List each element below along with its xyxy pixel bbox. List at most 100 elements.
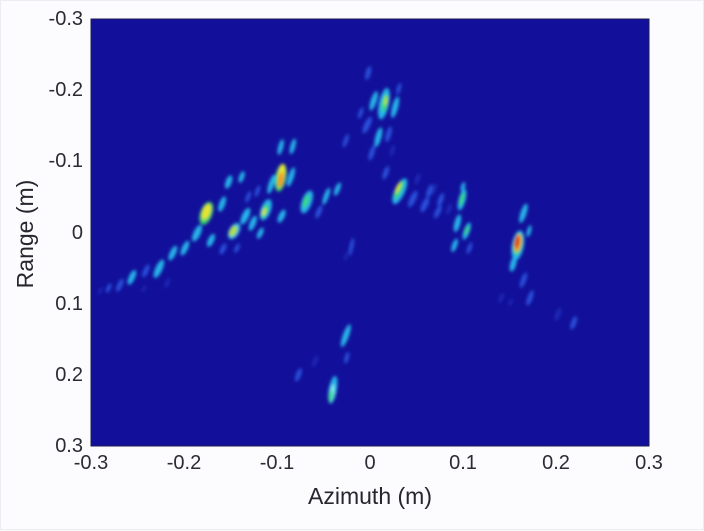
- x-axis-title: Azimuth (m): [308, 483, 432, 509]
- sar-scatterer: [348, 237, 355, 256]
- sar-scatterer: [385, 126, 392, 143]
- sar-scatterer: [344, 252, 348, 261]
- sar-scatterer: [514, 235, 520, 249]
- sar-scatterer: [277, 171, 284, 188]
- sar-scatterer: [526, 290, 534, 306]
- sar-scatterer: [344, 351, 350, 364]
- sar-scatterer: [374, 127, 383, 147]
- y-tick-label: 0.1: [55, 292, 83, 315]
- x-tick-label: 0.2: [542, 452, 570, 474]
- sar-scatterer: [420, 197, 430, 213]
- sar-scatterer: [466, 242, 473, 254]
- sar-scatterer: [431, 183, 437, 195]
- sar-scatterer: [464, 225, 470, 236]
- sar-scatterer: [312, 355, 318, 367]
- sar-scatterer: [362, 116, 372, 134]
- sar-scatterer: [224, 175, 233, 189]
- sar-scatterer: [240, 207, 251, 225]
- sar-scatterer: [256, 227, 264, 239]
- sar-scatterer: [153, 259, 165, 278]
- sar-scatterer: [286, 167, 296, 187]
- sar-scatterer: [383, 95, 388, 106]
- sar-scatterer: [408, 190, 418, 208]
- plot-background: [91, 19, 649, 446]
- sar-scatterer: [245, 191, 251, 203]
- sar-scatterer: [164, 278, 171, 288]
- sar-scatterer: [219, 243, 227, 255]
- sar-scatterer: [105, 283, 112, 293]
- sar-scatterer: [328, 390, 333, 403]
- x-tick-label: 0.1: [449, 452, 477, 474]
- sar-scatterer: [434, 205, 442, 219]
- sar-scatterer: [453, 214, 462, 232]
- sar-scatterer: [277, 139, 284, 155]
- sar-scatterer: [261, 208, 267, 216]
- sar-scatterer: [192, 224, 202, 242]
- sar-scatterer: [289, 138, 296, 155]
- x-tick-label: -0.2: [166, 452, 202, 474]
- sar-scatterer: [248, 215, 257, 231]
- sar-scatterer: [437, 193, 445, 207]
- sar-scatterer: [365, 66, 372, 80]
- sar-scatterer: [554, 307, 562, 321]
- sar-scatterer: [460, 182, 466, 192]
- sar-scatterer: [116, 278, 124, 292]
- sar-scatterer: [357, 107, 364, 119]
- y-tick-label: -0.1: [48, 150, 83, 173]
- y-tick-label: 0.2: [55, 363, 83, 386]
- x-tick-label: 0: [364, 452, 376, 474]
- sar-scatterer: [396, 82, 402, 95]
- sar-scatterer: [340, 324, 351, 348]
- sar-scatterer: [234, 243, 240, 253]
- sar-scatterer: [218, 196, 227, 212]
- sar-scatterer: [446, 203, 452, 215]
- sar-scatterer: [168, 245, 178, 261]
- sar-scatterer: [519, 203, 528, 223]
- sar-scatterer: [368, 145, 376, 161]
- sar-scatterer: [267, 174, 276, 194]
- sar-scatterer: [206, 233, 215, 247]
- sar-scatterer: [570, 316, 578, 330]
- sar-scatterer: [322, 187, 331, 205]
- sar-scatterer: [229, 225, 238, 237]
- sar-scatterer: [426, 184, 433, 198]
- sar-scatterer: [519, 272, 528, 288]
- x-tick-label: -0.1: [259, 452, 295, 474]
- y-tick-label: -0.3: [48, 8, 83, 30]
- sar-scatterer: [180, 240, 190, 256]
- sar-scatterer: [238, 171, 245, 183]
- sar-scatterer: [451, 238, 458, 252]
- sar-scatterer: [333, 182, 341, 196]
- x-tick-label: -0.3: [73, 452, 109, 474]
- sar-scatterer: [459, 192, 465, 206]
- sar-scatterer: [254, 185, 261, 197]
- scatterer-layer: [98, 66, 578, 404]
- y-axis-title: Range (m): [12, 179, 38, 289]
- sar-scatterer: [98, 287, 103, 295]
- y-tick-label: 0.3: [55, 435, 83, 457]
- sar-scatterer: [277, 209, 286, 223]
- sar-scatterer: [391, 96, 400, 118]
- sar-scatterer: [302, 194, 310, 208]
- sar-scatterer: [414, 173, 421, 185]
- sar-scatterer: [295, 368, 302, 382]
- sar-scatterer: [509, 256, 517, 272]
- sar-scatterer: [508, 298, 513, 306]
- sar-scatterer: [526, 225, 532, 237]
- sar-scatterer: [315, 205, 323, 219]
- sar-scatterer: [127, 269, 137, 285]
- sar-scatterer: [393, 180, 404, 199]
- sar-scatterer: [369, 91, 378, 111]
- sar-scatterer: [342, 134, 349, 148]
- sar-scatterer: [394, 182, 401, 194]
- sar-scatterer: [389, 144, 395, 157]
- sar-scatterer: [141, 285, 147, 293]
- sar-scatterer: [142, 264, 150, 278]
- x-tick-label: 0.3: [635, 452, 663, 474]
- sar-scatterer: [382, 166, 390, 180]
- sar-scatterer: [498, 293, 504, 303]
- y-tick-label: -0.2: [48, 79, 83, 102]
- y-tick-label: 0: [71, 221, 83, 244]
